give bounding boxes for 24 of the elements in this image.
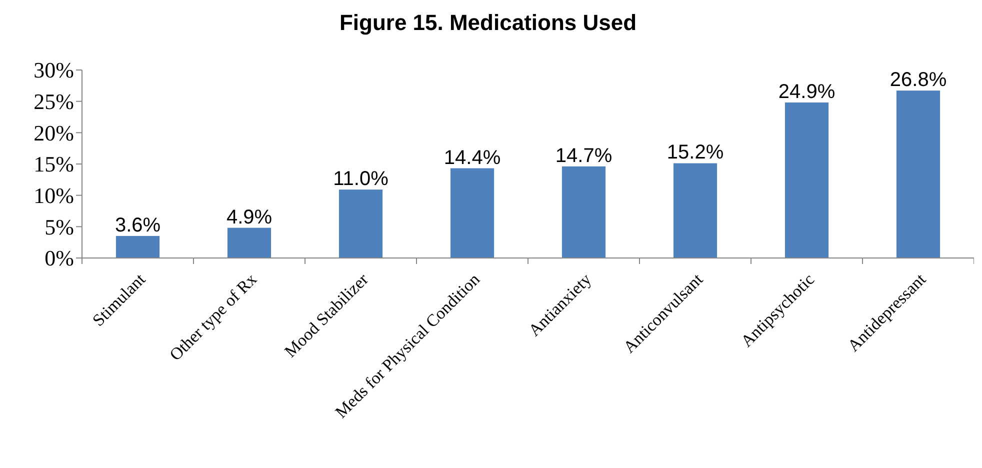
y-tick-label: 5% [44,214,74,240]
y-tick-label: 20% [34,120,74,146]
data-label: 4.9% [226,206,272,228]
bar [338,188,384,258]
data-label: 24.9% [778,80,836,103]
data-label: 3.6% [114,214,161,236]
y-tick-label: 30% [34,58,74,83]
bar [114,234,161,258]
bar [895,90,942,258]
bar [226,226,272,258]
bar [672,162,718,258]
data-label: 11.0% [333,168,389,190]
y-tick-label: 10% [34,183,74,208]
data-label: 14.4% [444,146,501,169]
data-label: 15.2% [666,142,724,164]
data-label: 14.7% [555,144,612,167]
chart-title: Figure 15. Medications Used [339,10,637,35]
y-tick-label: 15% [34,152,74,177]
bar [784,101,830,258]
data-label: 26.8% [890,69,947,92]
y-tick-label: 25% [34,89,74,114]
bar [560,165,607,258]
bar [449,167,496,258]
y-tick-label: 0% [44,246,74,271]
